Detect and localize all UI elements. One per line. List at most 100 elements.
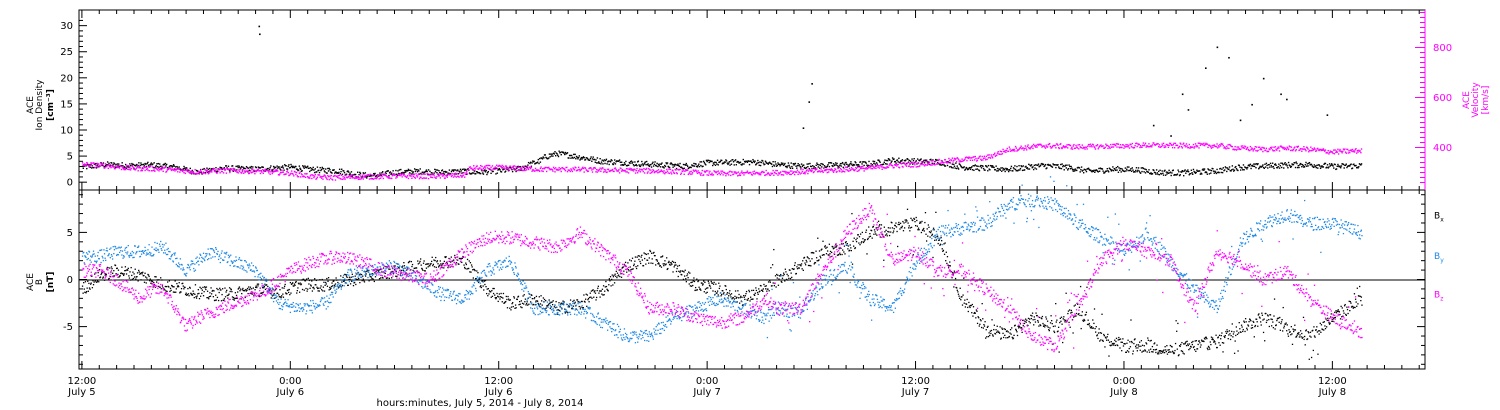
data-point	[492, 292, 495, 295]
data-point	[1231, 165, 1234, 167]
data-point	[160, 288, 162, 290]
data-point	[917, 161, 920, 164]
data-point	[1252, 165, 1254, 168]
data-point	[1165, 171, 1168, 173]
data-point	[1106, 168, 1108, 170]
data-point	[634, 256, 637, 258]
data-point	[583, 157, 585, 159]
spike-point	[1251, 103, 1253, 106]
data-point	[463, 172, 465, 174]
data-point	[255, 166, 257, 169]
data-point	[1139, 145, 1142, 147]
data-point	[1000, 170, 1003, 172]
data-point	[1246, 168, 1248, 170]
data-point	[360, 273, 363, 276]
data-point	[782, 162, 784, 165]
data-point	[902, 166, 904, 168]
data-point	[312, 286, 315, 289]
data-point	[465, 262, 467, 264]
data-point	[874, 163, 876, 165]
data-point	[143, 166, 146, 169]
data-point	[617, 275, 619, 277]
data-point	[615, 168, 617, 171]
data-point	[479, 167, 481, 169]
data-point	[1294, 162, 1296, 164]
data-point	[573, 169, 576, 171]
data-point	[1225, 148, 1227, 150]
data-point	[1331, 164, 1334, 166]
data-point	[562, 151, 565, 154]
data-point	[305, 278, 308, 280]
data-point	[841, 171, 843, 173]
data-point	[529, 166, 531, 169]
data-point	[1253, 163, 1255, 165]
data-point	[445, 171, 448, 173]
data-point	[1169, 142, 1172, 145]
data-point	[695, 289, 697, 291]
data-point	[1234, 145, 1236, 148]
data-point	[388, 268, 390, 270]
data-point	[304, 173, 306, 175]
data-point	[1257, 149, 1259, 152]
data-point	[1093, 169, 1095, 172]
data-point	[524, 169, 526, 172]
data-point	[439, 264, 441, 266]
data-point	[1358, 166, 1360, 168]
data-point	[828, 165, 831, 168]
data-point	[412, 171, 414, 173]
data-point	[698, 171, 701, 174]
data-point	[456, 173, 458, 175]
data-point	[1258, 146, 1261, 148]
data-point	[328, 289, 330, 291]
data-point	[347, 284, 349, 286]
data-point	[916, 158, 919, 160]
data-point	[969, 166, 971, 169]
data-point	[725, 285, 727, 287]
data-point	[957, 168, 960, 170]
data-point	[1163, 170, 1165, 172]
data-point	[274, 169, 276, 171]
data-point	[1190, 169, 1193, 171]
data-point	[1120, 171, 1122, 173]
data-point	[201, 292, 203, 295]
data-point	[578, 305, 580, 308]
data-point	[497, 169, 499, 171]
data-point	[161, 167, 164, 170]
data-point	[318, 169, 320, 172]
data-point	[331, 172, 333, 174]
data-point	[268, 168, 271, 171]
data-point	[1016, 165, 1018, 168]
data-point	[537, 158, 540, 161]
data-point	[609, 161, 612, 163]
data-point	[293, 283, 296, 285]
data-point	[1328, 163, 1331, 165]
data-point	[675, 270, 678, 273]
data-point	[739, 173, 741, 175]
data-point	[442, 172, 444, 175]
data-point	[620, 161, 623, 163]
data-point	[642, 265, 645, 267]
data-point	[717, 294, 719, 296]
data-point	[407, 168, 410, 171]
data-point	[237, 166, 239, 169]
data-point	[263, 170, 265, 173]
data-point	[253, 294, 255, 296]
data-point	[548, 166, 550, 169]
data-point	[1168, 144, 1170, 147]
data-point	[1121, 146, 1123, 149]
data-point	[490, 166, 492, 169]
data-point	[222, 167, 224, 170]
data-point	[1339, 148, 1341, 151]
data-point	[418, 177, 421, 180]
data-point	[1035, 146, 1037, 148]
data-point	[302, 165, 304, 167]
data-point	[422, 171, 424, 173]
data-point	[106, 163, 108, 166]
data-point	[190, 173, 193, 175]
data-point	[1119, 169, 1121, 172]
data-point	[215, 299, 217, 301]
data-point	[549, 302, 551, 305]
data-point	[934, 164, 936, 166]
data-point	[188, 286, 191, 289]
data-point	[1292, 149, 1294, 152]
